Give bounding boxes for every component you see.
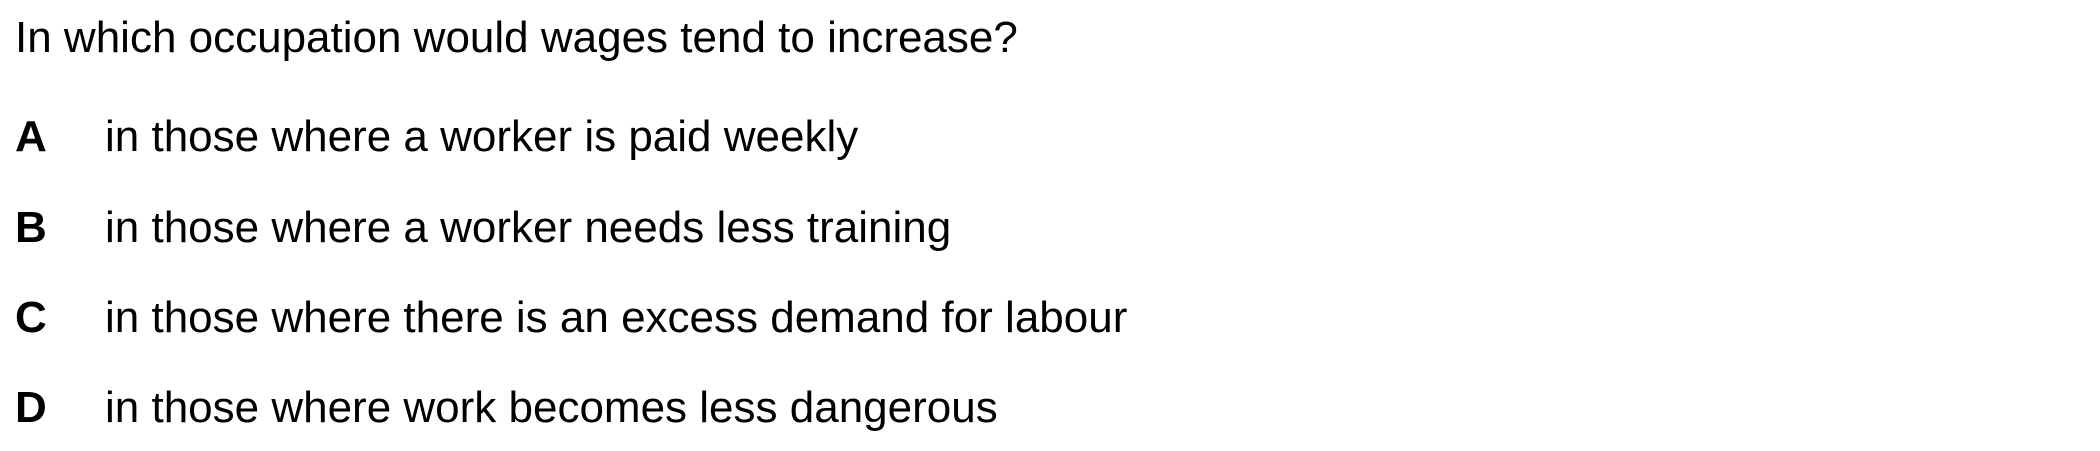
option-b: B in those where a worker needs less tra… xyxy=(15,198,951,258)
option-c: C in those where there is an excess dema… xyxy=(15,288,1127,348)
option-letter: B xyxy=(15,203,47,252)
option-d: D in those where work becomes less dange… xyxy=(15,378,998,438)
option-letter: A xyxy=(15,112,47,161)
option-text: in those where work becomes less dangero… xyxy=(105,383,998,432)
option-text: in those where a worker needs less train… xyxy=(105,203,952,252)
question-text: In which occupation would wages tend to … xyxy=(15,13,1018,62)
option-text: in those where a worker is paid weekly xyxy=(105,112,859,161)
option-letter: D xyxy=(15,383,47,432)
option-text: in those where there is an excess demand… xyxy=(105,293,1128,342)
option-a: A in those where a worker is paid weekly xyxy=(15,107,858,167)
option-letter: C xyxy=(15,293,47,342)
